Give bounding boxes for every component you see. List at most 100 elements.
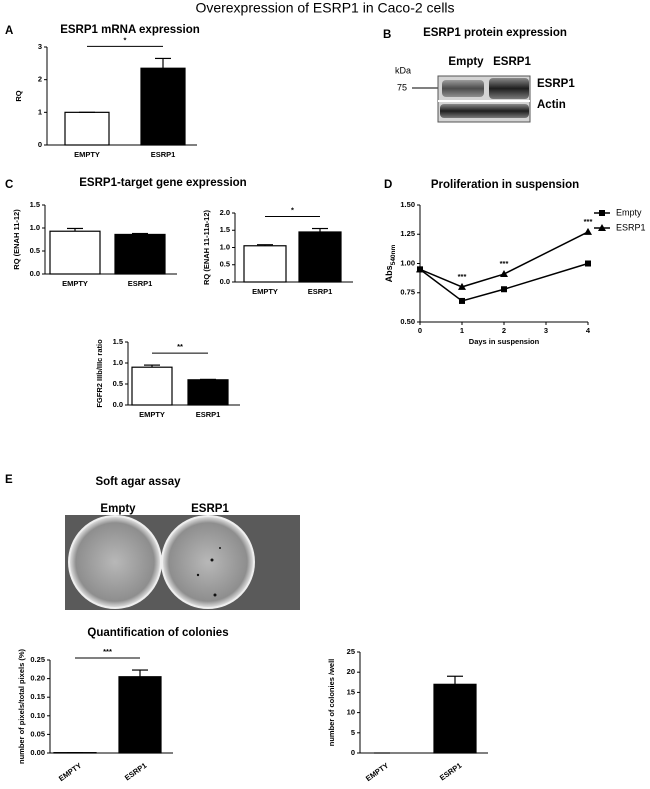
y-tick-label: 1.5 <box>30 200 40 209</box>
x-tick-label: ESRP1 <box>438 761 463 782</box>
well <box>68 515 162 609</box>
well-label: ESRP1 <box>191 503 229 515</box>
y-tick-label: 10 <box>347 708 355 717</box>
x-tick-label: 0 <box>418 326 422 335</box>
y-tick-label: 0.15 <box>30 692 45 701</box>
panel-letter: E <box>5 474 13 486</box>
legend-label: Empty <box>616 207 642 217</box>
y-tick-label: 1.5 <box>220 225 230 234</box>
significance-label: ** <box>177 342 183 351</box>
y-tick-label: 0.50 <box>400 317 415 326</box>
annotation: *** <box>500 259 509 268</box>
y-axis-label: number of pixels/total pixels (%) <box>17 648 26 764</box>
well-label: Empty <box>100 503 136 515</box>
x-tick-label: ESRP1 <box>123 761 148 782</box>
y-tick-label: 0.5 <box>220 260 230 269</box>
panel-letter: A <box>5 25 13 37</box>
section-title: Soft agar assay <box>95 476 181 488</box>
significance-label: *** <box>103 647 112 656</box>
y-tick-label: 1.25 <box>400 229 415 238</box>
y-tick-label: 0 <box>38 140 42 149</box>
y-axis-label: FGFR2 IIIb/IIIc ratio <box>95 339 104 408</box>
lane-label: Empty <box>448 56 484 68</box>
marker <box>500 270 508 278</box>
panel-letter: B <box>383 29 391 41</box>
kda-label: kDa <box>395 65 411 75</box>
marker <box>584 227 592 235</box>
y-tick-label: 0.0 <box>30 269 40 278</box>
y-tick-label: 2 <box>38 75 42 84</box>
annotation: *** <box>458 272 467 281</box>
colony <box>213 593 217 597</box>
y-axis-label: RQ (ENAH 11-12) <box>12 209 21 270</box>
x-tick-label: ESRP1 <box>308 287 333 296</box>
blot-band <box>442 80 484 97</box>
significance-label: * <box>291 206 294 215</box>
bar <box>433 683 477 754</box>
x-tick-label: EMPTY <box>139 410 165 419</box>
x-tick-label: EMPTY <box>74 150 100 159</box>
x-axis-label: Days in suspension <box>469 337 540 346</box>
y-tick-label: 1.0 <box>220 242 230 251</box>
significance-label: * <box>124 35 127 44</box>
x-tick-label: EMPTY <box>364 761 390 783</box>
marker-label: 75 <box>397 82 407 92</box>
y-tick-label: 0.0 <box>113 400 123 409</box>
y-tick-label: 0.00 <box>30 748 45 757</box>
panel-letter: C <box>5 179 13 191</box>
bar <box>118 676 162 754</box>
bar <box>140 67 186 146</box>
series-line <box>419 231 589 288</box>
marker <box>416 265 424 273</box>
marker <box>598 224 606 231</box>
marker <box>599 210 605 216</box>
y-tick-label: 0.0 <box>220 277 230 286</box>
bar <box>114 233 166 275</box>
y-tick-label: 0.25 <box>30 655 45 664</box>
marker <box>501 286 507 293</box>
x-tick-label: EMPTY <box>62 279 88 288</box>
panel-letter: D <box>384 179 392 191</box>
chart-title: Proliferation in suspension <box>431 179 579 191</box>
x-tick-label: ESRP1 <box>151 150 176 159</box>
x-tick-label: 2 <box>502 326 506 335</box>
y-tick-label: 1.00 <box>400 258 415 267</box>
blot-band <box>489 78 529 99</box>
y-tick-label: 20 <box>347 667 355 676</box>
figure-title: Overexpression of ESRP1 in Caco-2 cells <box>195 0 454 16</box>
marker <box>459 297 465 304</box>
colony <box>210 558 214 562</box>
marker <box>458 282 466 290</box>
annotation: *** <box>584 217 593 226</box>
y-tick-label: 0.75 <box>400 288 415 297</box>
y-tick-label: 1 <box>38 107 42 116</box>
y-tick-label: 1.0 <box>113 358 123 367</box>
y-tick-label: 0.5 <box>30 246 40 255</box>
series-line <box>419 262 589 302</box>
y-axis-label: RQ (ENAH 11-11a-12) <box>202 209 211 285</box>
well <box>161 515 255 609</box>
bar <box>243 245 287 283</box>
lane-label: ESRP1 <box>493 56 531 68</box>
x-tick-label: 1 <box>460 326 464 335</box>
y-tick-label: 5 <box>351 728 355 737</box>
band-label: Actin <box>537 99 566 111</box>
blot-band <box>440 104 529 118</box>
x-tick-label: 4 <box>586 326 591 335</box>
x-tick-label: ESRP1 <box>196 410 221 419</box>
legend-label: ESRP1 <box>616 222 646 232</box>
y-tick-label: 1.0 <box>30 223 40 232</box>
x-tick-label: 3 <box>544 326 548 335</box>
colony <box>219 547 221 549</box>
y-tick-label: 1.5 <box>113 337 123 346</box>
y-axis-label: Abs540nm <box>384 244 396 282</box>
bar <box>49 230 101 275</box>
bar <box>131 366 173 406</box>
x-tick-label: ESRP1 <box>128 279 153 288</box>
y-tick-label: 25 <box>347 647 355 656</box>
y-tick-label: 0 <box>351 748 355 757</box>
y-tick-label: 15 <box>347 687 355 696</box>
section-title: Quantification of colonies <box>87 627 228 639</box>
bar <box>187 379 229 406</box>
